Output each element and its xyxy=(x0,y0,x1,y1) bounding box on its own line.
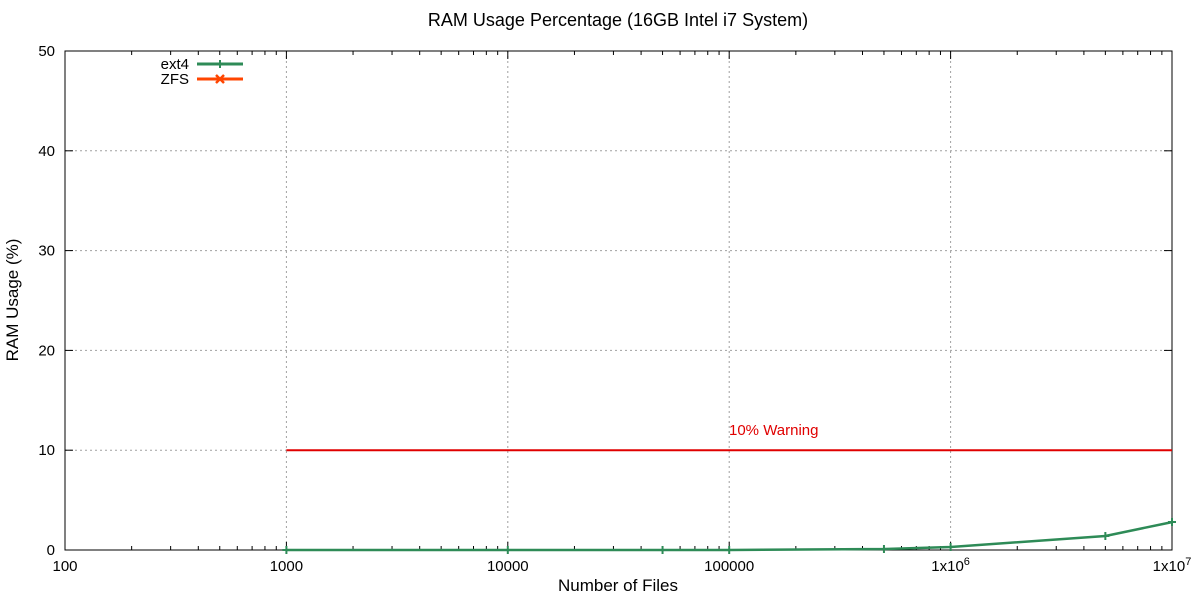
series-line-ext4 xyxy=(286,520,1173,552)
y-tick-label: 30 xyxy=(38,243,55,260)
y-tick-label: 0 xyxy=(47,542,55,559)
x-tick-label: 1x107 xyxy=(1153,556,1192,575)
threshold-group: 10% Warning xyxy=(286,422,1172,452)
x-tick-label: 10000 xyxy=(487,558,529,575)
grid xyxy=(65,51,1172,550)
data-point-ext4 xyxy=(1168,518,1176,527)
data-point-ext4 xyxy=(879,545,888,554)
data-point-ext4 xyxy=(503,546,512,554)
x-tick-label: 100 xyxy=(52,558,77,575)
y-tick-labels: 0 10 20 30 40 50 xyxy=(38,43,55,559)
legend-label-ext4: ext4 xyxy=(161,56,189,73)
x-tick-exponent: 7 xyxy=(1185,556,1191,568)
series-group xyxy=(282,518,1176,554)
legend-label-ZFS: ZFS xyxy=(161,71,189,88)
x-tick-label: 1000 xyxy=(270,558,303,575)
x-tick-labels: 100 1000 10000 100000 1x106 1x107 xyxy=(52,556,1191,575)
y-tick-label: 10 xyxy=(38,442,55,459)
plot-frame xyxy=(64,50,1173,551)
threshold-label: 10% Warning xyxy=(729,422,819,439)
data-point-ext4 xyxy=(282,546,291,554)
x-axis-label: Number of Files xyxy=(558,576,678,595)
legend-marker-ext4 xyxy=(216,60,224,68)
x-tick-exponent: 6 xyxy=(964,556,970,568)
minor-ticks xyxy=(64,50,1173,551)
data-point-ext4 xyxy=(946,543,955,552)
chart-title: RAM Usage Percentage (16GB Intel i7 Syst… xyxy=(428,10,808,30)
legend-marker-ZFS xyxy=(215,74,225,84)
y-axis-label: RAM Usage (%) xyxy=(3,239,22,362)
y-tick-label: 20 xyxy=(38,342,55,359)
data-point-ext4 xyxy=(1101,532,1110,541)
data-point-ext4 xyxy=(725,546,734,554)
data-point-ext4 xyxy=(658,546,667,554)
y-tick-label: 40 xyxy=(38,143,55,160)
y-tick-label: 50 xyxy=(38,43,55,60)
x-tick-label: 1x106 xyxy=(931,556,970,575)
x-tick-label: 100000 xyxy=(704,558,754,575)
